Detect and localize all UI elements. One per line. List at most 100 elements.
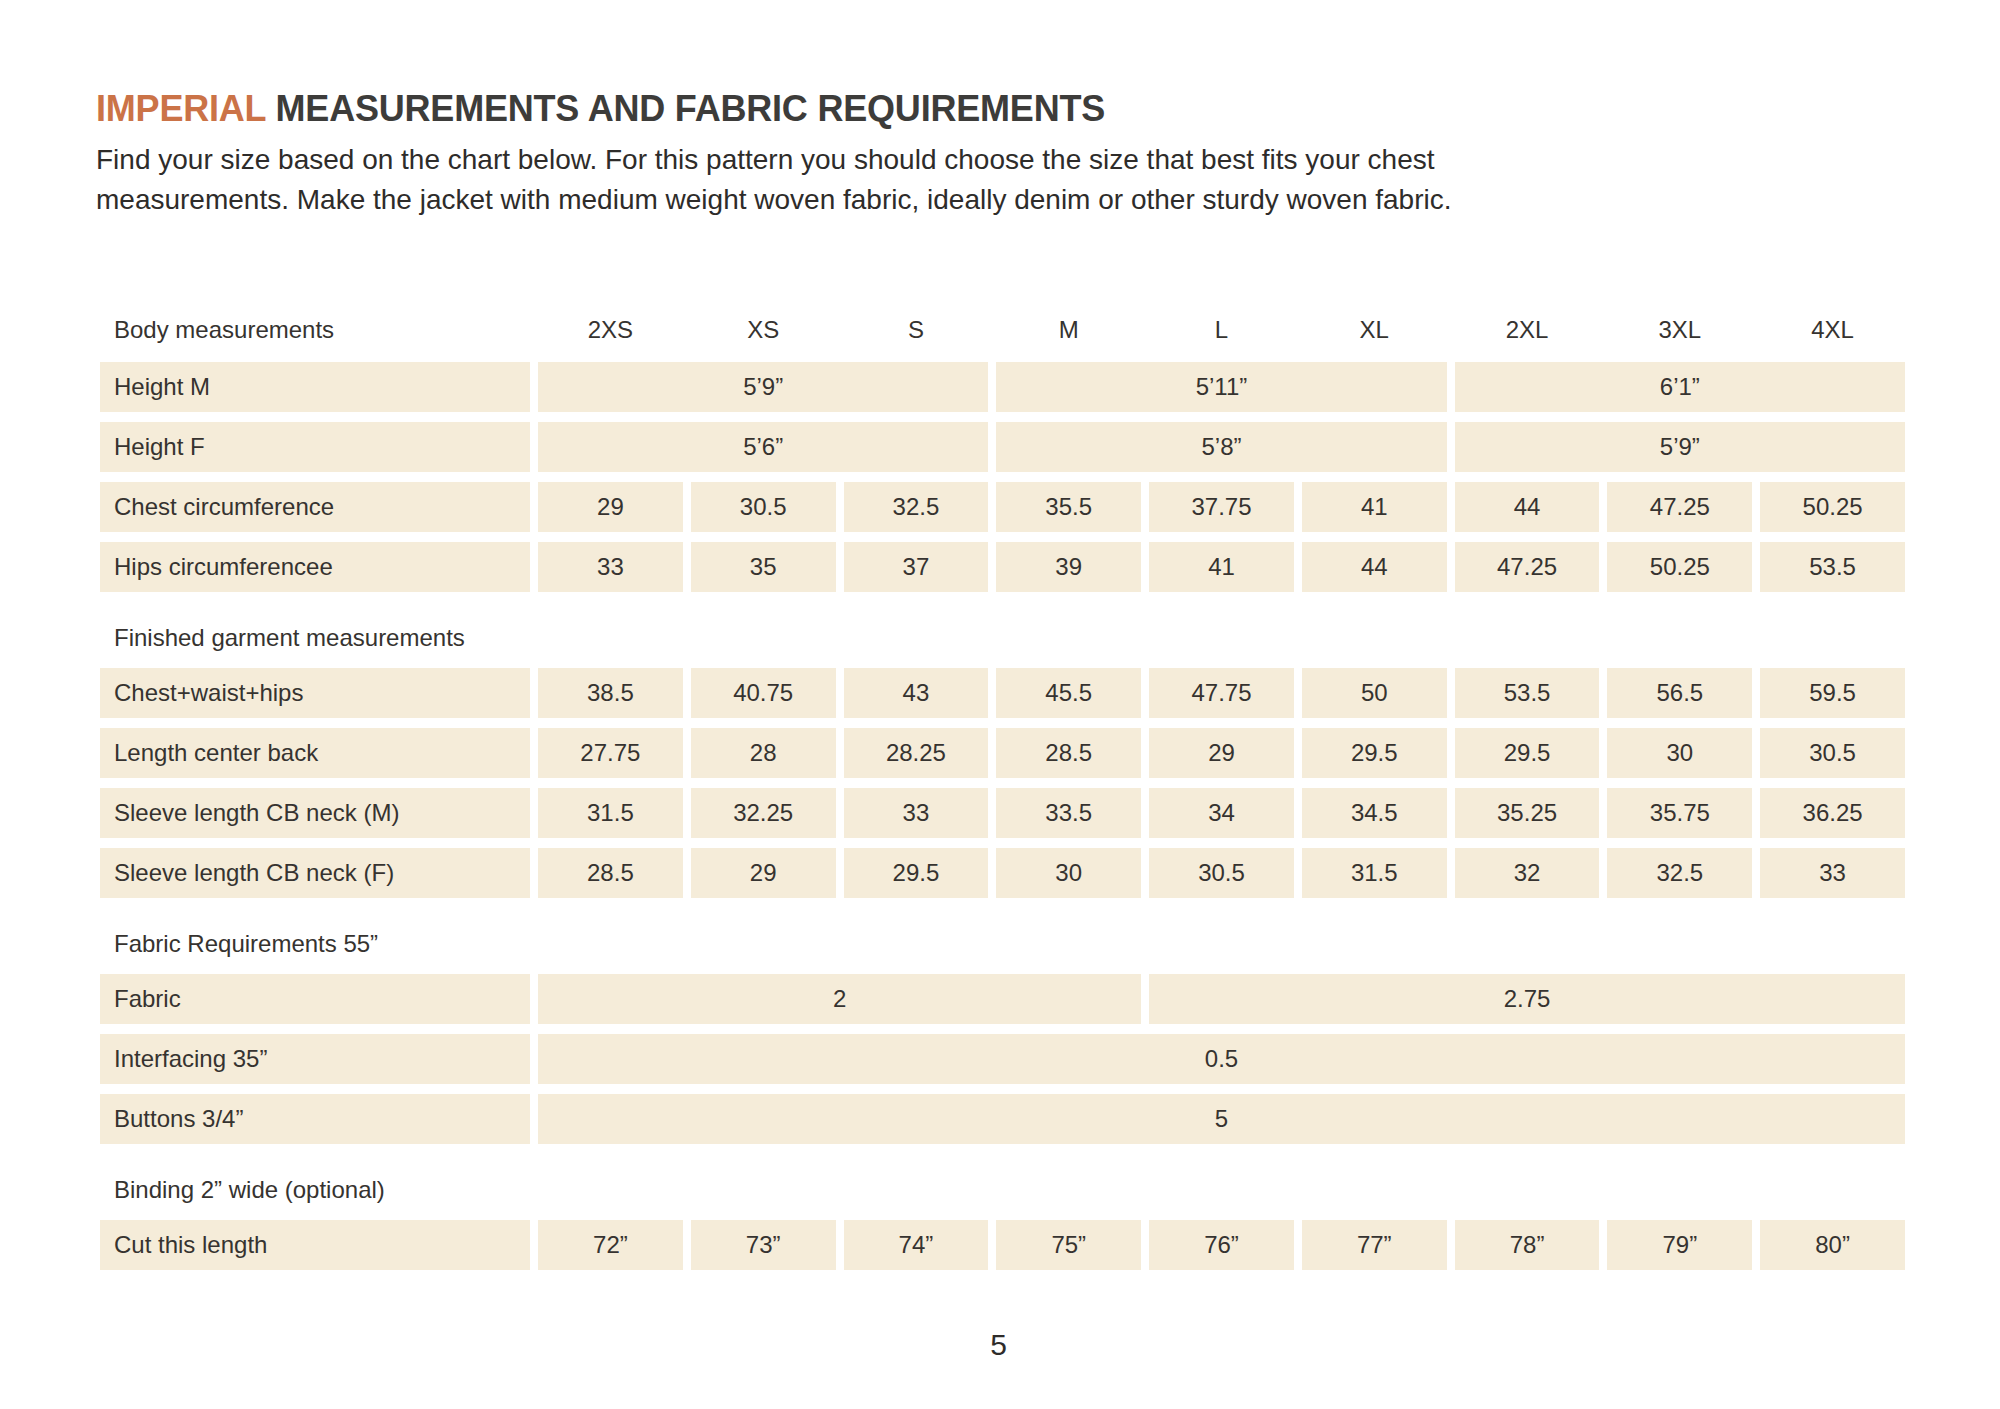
cut-length-value: 75”	[996, 1220, 1141, 1270]
cut-length-value: 74”	[844, 1220, 989, 1270]
sleeve-f-value: 29.5	[844, 848, 989, 898]
cwh-value: 38.5	[538, 668, 683, 718]
hips-value: 53.5	[1760, 542, 1905, 592]
sleeve-f-value: 32	[1455, 848, 1600, 898]
sleeve-m-value: 32.25	[691, 788, 836, 838]
sleeve-f-value: 31.5	[1302, 848, 1447, 898]
height-m-value: 5’11”	[996, 362, 1446, 412]
length-cb-value: 30	[1607, 728, 1752, 778]
size-column-header: 2XL	[1455, 308, 1600, 352]
height-f-value: 5’6”	[538, 422, 988, 472]
row-label-length-center-back: Length center back	[100, 728, 530, 778]
row-label-fabric: Fabric	[100, 974, 530, 1024]
row-label-height-f: Height F	[100, 422, 530, 472]
chest-value: 47.25	[1607, 482, 1752, 532]
title-rest: MEASUREMENTS AND FABRIC REQUIREMENTS	[266, 88, 1105, 129]
sleeve-m-value: 36.25	[1760, 788, 1905, 838]
row-label-buttons: Buttons 3/4”	[100, 1094, 530, 1144]
row-label-sleeve-length-f: Sleeve length CB neck (F)	[100, 848, 530, 898]
intro-line-2: measurements. Make the jacket with mediu…	[96, 184, 1451, 215]
row-label-sleeve-length-m: Sleeve length CB neck (M)	[100, 788, 530, 838]
size-column-header: S	[844, 308, 989, 352]
row-label-hips-circumference: Hips circumferencee	[100, 542, 530, 592]
fabric-value: 2	[538, 974, 1141, 1024]
hips-value: 39	[996, 542, 1141, 592]
cut-length-value: 76”	[1149, 1220, 1294, 1270]
row-label-height-m: Height M	[100, 362, 530, 412]
cut-length-value: 78”	[1455, 1220, 1600, 1270]
chest-value: 44	[1455, 482, 1600, 532]
cwh-value: 53.5	[1455, 668, 1600, 718]
page-number: 5	[96, 1328, 1901, 1362]
cut-length-value: 77”	[1302, 1220, 1447, 1270]
hips-value: 37	[844, 542, 989, 592]
section-header-finished-garment: Finished garment measurements	[100, 602, 1905, 658]
cwh-value: 43	[844, 668, 989, 718]
document-page: IMPERIAL MEASUREMENTS AND FABRIC REQUIRE…	[0, 0, 2000, 1409]
row-label-chest-circumference: Chest circumference	[100, 482, 530, 532]
length-cb-value: 29.5	[1455, 728, 1600, 778]
hips-value: 44	[1302, 542, 1447, 592]
length-cb-value: 29.5	[1302, 728, 1447, 778]
length-cb-value: 28	[691, 728, 836, 778]
sleeve-m-value: 34	[1149, 788, 1294, 838]
size-column-header: XS	[691, 308, 836, 352]
chest-value: 50.25	[1760, 482, 1905, 532]
length-cb-value: 30.5	[1760, 728, 1905, 778]
cwh-value: 45.5	[996, 668, 1141, 718]
cut-length-value: 80”	[1760, 1220, 1905, 1270]
sleeve-f-value: 30	[996, 848, 1141, 898]
intro-paragraph: Find your size based on the chart below.…	[96, 140, 1905, 220]
intro-line-1: Find your size based on the chart below.…	[96, 144, 1435, 175]
chest-value: 37.75	[1149, 482, 1294, 532]
title-highlight: IMPERIAL	[96, 88, 266, 129]
sleeve-f-value: 30.5	[1149, 848, 1294, 898]
height-f-value: 5’9”	[1455, 422, 1905, 472]
sleeve-m-value: 35.25	[1455, 788, 1600, 838]
sleeve-f-value: 32.5	[1607, 848, 1752, 898]
row-label-chest-waist-hips: Chest+waist+hips	[100, 668, 530, 718]
hips-value: 35	[691, 542, 836, 592]
cwh-value: 59.5	[1760, 668, 1905, 718]
section-header-fabric-requirements: Fabric Requirements 55”	[100, 908, 1905, 964]
sleeve-m-value: 34.5	[1302, 788, 1447, 838]
interfacing-value: 0.5	[538, 1034, 1905, 1084]
chest-value: 29	[538, 482, 683, 532]
size-column-header: 2XS	[538, 308, 683, 352]
size-column-header: M	[996, 308, 1141, 352]
cwh-value: 47.75	[1149, 668, 1294, 718]
chest-value: 41	[1302, 482, 1447, 532]
length-cb-value: 28.25	[844, 728, 989, 778]
length-cb-value: 28.5	[996, 728, 1141, 778]
chest-value: 30.5	[691, 482, 836, 532]
sleeve-f-value: 33	[1760, 848, 1905, 898]
size-column-header: 4XL	[1760, 308, 1905, 352]
cut-length-value: 72”	[538, 1220, 683, 1270]
sleeve-m-value: 33.5	[996, 788, 1141, 838]
hips-value: 47.25	[1455, 542, 1600, 592]
hips-value: 50.25	[1607, 542, 1752, 592]
height-m-value: 5’9”	[538, 362, 988, 412]
height-f-value: 5’8”	[996, 422, 1446, 472]
size-column-header: 3XL	[1607, 308, 1752, 352]
row-label-interfacing: Interfacing 35”	[100, 1034, 530, 1084]
sleeve-m-value: 35.75	[1607, 788, 1752, 838]
hips-value: 33	[538, 542, 683, 592]
column-header-body-measurements: Body measurements	[100, 308, 530, 352]
length-cb-value: 29	[1149, 728, 1294, 778]
cut-length-value: 73”	[691, 1220, 836, 1270]
length-cb-value: 27.75	[538, 728, 683, 778]
sleeve-f-value: 28.5	[538, 848, 683, 898]
cwh-value: 50	[1302, 668, 1447, 718]
hips-value: 41	[1149, 542, 1294, 592]
fabric-value: 2.75	[1149, 974, 1905, 1024]
buttons-value: 5	[538, 1094, 1905, 1144]
cwh-value: 40.75	[691, 668, 836, 718]
row-label-cut-this-length: Cut this length	[100, 1220, 530, 1270]
cut-length-value: 79”	[1607, 1220, 1752, 1270]
measurement-table: Body measurements 2XS XS S M L XL 2XL 3X…	[100, 308, 1905, 1270]
page-title: IMPERIAL MEASUREMENTS AND FABRIC REQUIRE…	[96, 88, 1905, 130]
size-column-header: L	[1149, 308, 1294, 352]
sleeve-m-value: 33	[844, 788, 989, 838]
sleeve-f-value: 29	[691, 848, 836, 898]
